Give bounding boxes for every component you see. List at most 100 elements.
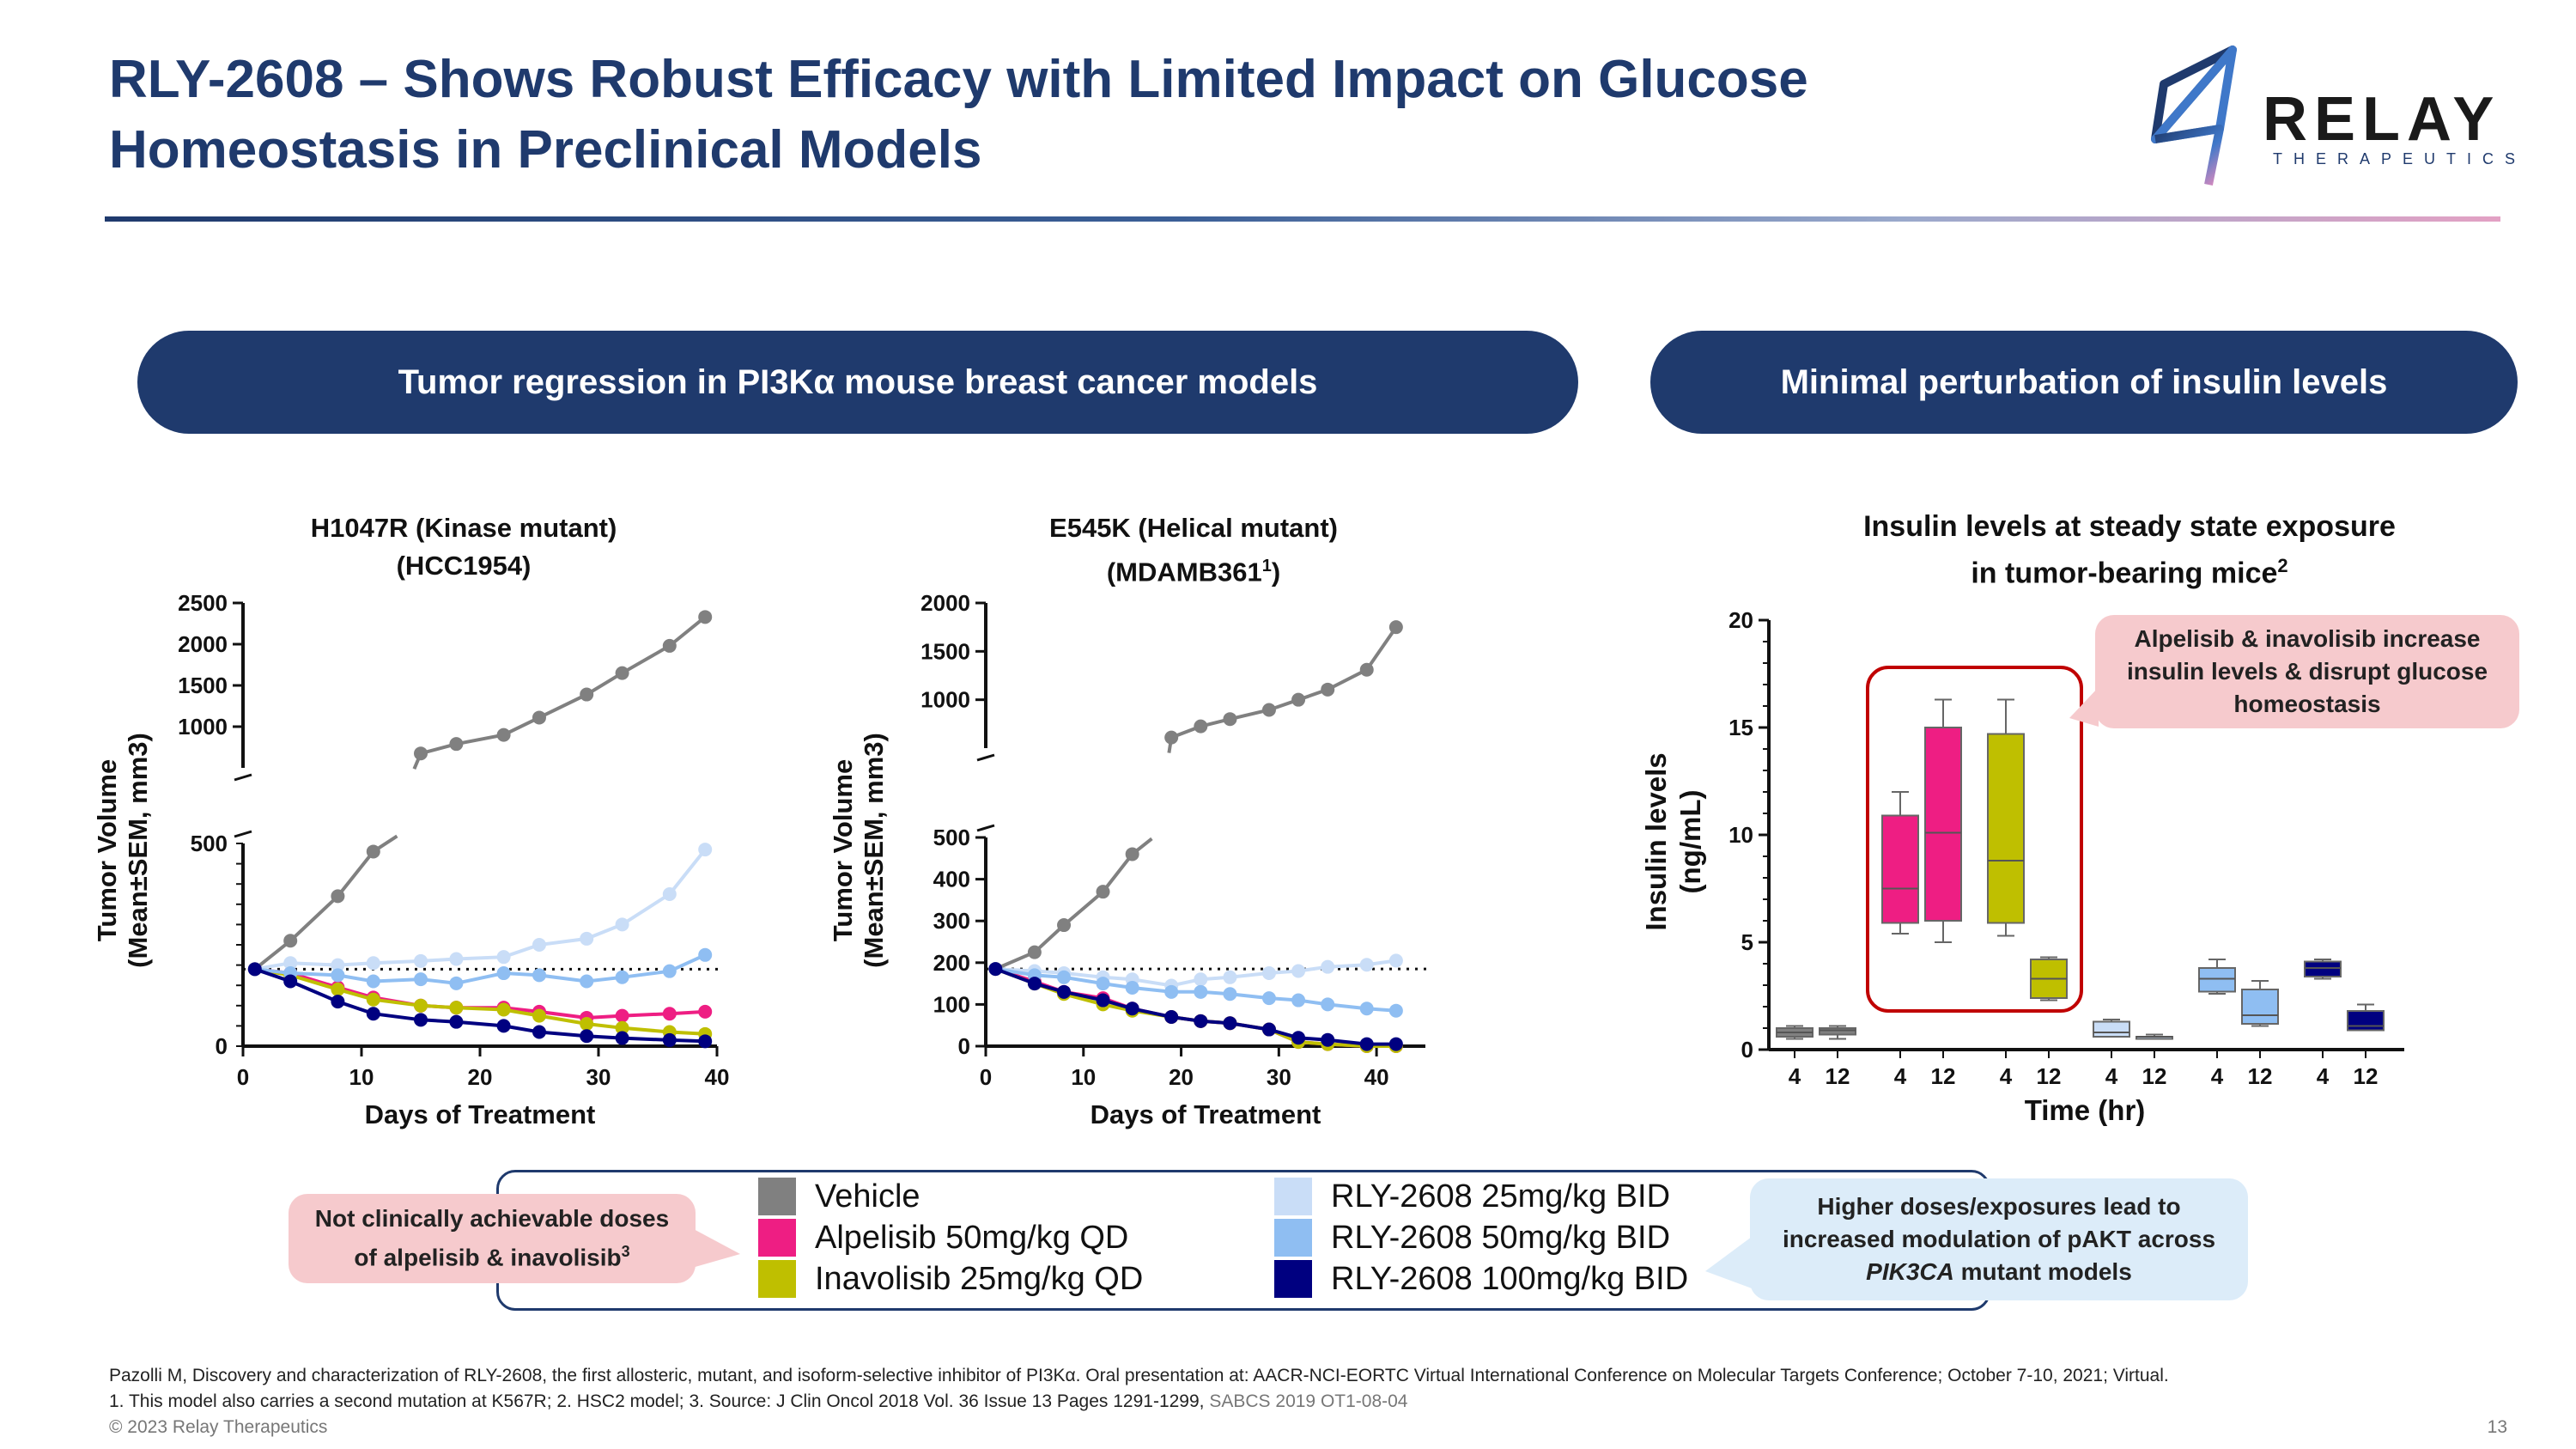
series-point-rly-2608-100mg-kg-bid xyxy=(615,1031,629,1045)
y-axis-label-line2: (Mean±SEM, mm3) xyxy=(859,733,889,968)
y-tick-label: 100 xyxy=(933,991,970,1017)
footnote-sabcs: SABCS 2019 OT1-08-04 xyxy=(1209,1391,1408,1411)
chart1-title: H1047R (Kinase mutant) (HCC1954) xyxy=(240,509,687,585)
series-point-inavolisib-25mg-kg-qd xyxy=(532,1008,546,1023)
series-point-vehicle xyxy=(1057,918,1072,933)
callout-insulin-line2: insulin levels & disrupt glucose xyxy=(2126,658,2488,685)
series-point-rly-2608-100mg-kg-bid xyxy=(1291,1031,1306,1045)
series-point-rly-2608-100mg-kg-bid xyxy=(1096,993,1110,1008)
series-point-vehicle xyxy=(532,710,546,725)
highlight-box xyxy=(1866,666,2083,1013)
callout-pakt-line2: increased modulation of pAKT across xyxy=(1782,1226,2216,1252)
y-axis-break-mark xyxy=(234,830,252,838)
legend-label-rly50: RLY-2608 50mg/kg BID xyxy=(1331,1219,1671,1256)
y-tick-label: 0 xyxy=(958,1033,970,1059)
box-rly-2608-25mg-kg-bid-4h-iqr xyxy=(2093,1020,2130,1038)
x-tick-label: 10 xyxy=(1071,1064,1096,1090)
legend-swatch-rly25 xyxy=(1274,1178,1312,1215)
y-axis-break-mark xyxy=(234,773,252,782)
legend-label-alpelisib: Alpelisib 50mg/kg QD xyxy=(815,1219,1129,1256)
series-point-rly-2608-25mg-kg-bid xyxy=(1321,959,1335,974)
section-tumor-regression-label: Tumor regression in PI3Kα mouse breast c… xyxy=(398,362,1318,401)
y-tick-label: 0 xyxy=(1741,1037,1753,1062)
y-tick-label: 1500 xyxy=(920,638,970,664)
legend-item-inavolisib: Inavolisib 25mg/kg QD xyxy=(758,1260,1143,1298)
x-tick-label: 4 xyxy=(1894,1063,1907,1089)
callout-insulin-pointer-icon xyxy=(2069,687,2099,727)
y-tick-label: 2000 xyxy=(178,631,228,657)
x-tick-label: 40 xyxy=(1364,1064,1389,1090)
x-tick-label: 0 xyxy=(237,1064,249,1090)
callout-pakt: Higher doses/exposures lead to increased… xyxy=(1750,1178,2248,1300)
y-tick-label: 300 xyxy=(933,908,970,934)
y-tick-label: 2500 xyxy=(178,590,228,616)
series-point-rly-2608-50mg-kg-bid xyxy=(1261,991,1276,1006)
x-axis-label: Days of Treatment xyxy=(1091,1099,1321,1129)
series-point-rly-2608-100mg-kg-bid xyxy=(1194,1014,1208,1028)
series-point-rly-2608-100mg-kg-bid xyxy=(1261,1022,1276,1037)
series-point-rly-2608-100mg-kg-bid xyxy=(414,1013,428,1027)
series-point-vehicle xyxy=(414,746,428,761)
series-point-rly-2608-50mg-kg-bid xyxy=(1096,977,1110,991)
y-tick-label: 0 xyxy=(216,1033,228,1059)
title-divider xyxy=(105,216,2500,222)
chart3-title-line1: Insulin levels at steady state exposure xyxy=(1863,510,2396,543)
series-point-rly-2608-50mg-kg-bid xyxy=(1321,997,1335,1012)
y-tick-label: 15 xyxy=(1728,715,1753,740)
series-point-rly-2608-50mg-kg-bid xyxy=(496,966,511,981)
x-tick-label: 30 xyxy=(1267,1064,1291,1090)
series-point-rly-2608-100mg-kg-bid xyxy=(1125,1002,1139,1016)
y-tick-label: 10 xyxy=(1728,822,1753,848)
chart2-title-line1: E545K (Helical mutant) xyxy=(1049,513,1338,543)
series-point-vehicle xyxy=(1291,692,1306,707)
series-point-rly-2608-25mg-kg-bid xyxy=(1291,964,1306,978)
slide-title: RLY-2608 – Shows Robust Efficacy with Li… xyxy=(109,45,2084,186)
section-insulin-levels: Minimal perturbation of insulin levels xyxy=(1650,331,2518,434)
legend-label-inavolisib: Inavolisib 25mg/kg QD xyxy=(815,1260,1144,1297)
series-point-rly-2608-50mg-kg-bid xyxy=(662,964,677,978)
y-tick-label: 500 xyxy=(191,831,228,856)
series-point-rly-2608-50mg-kg-bid xyxy=(331,968,345,983)
x-tick-label: 4 xyxy=(1789,1063,1801,1089)
legend-item-vehicle: Vehicle xyxy=(758,1178,920,1215)
x-axis-label: Time (hr) xyxy=(2025,1094,2146,1126)
chart2-title-line2: (MDAMB3611) xyxy=(1106,557,1281,588)
y-tick-label: 400 xyxy=(933,867,970,892)
callout-doses-line1: Not clinically achievable doses xyxy=(314,1205,670,1233)
legend-swatch-vehicle xyxy=(758,1178,796,1215)
series-point-rly-2608-50mg-kg-bid xyxy=(1194,984,1208,999)
series-point-vehicle xyxy=(1164,730,1179,745)
series-point-inavolisib-25mg-kg-qd xyxy=(496,1002,511,1017)
x-tick-label: 4 xyxy=(2317,1063,2330,1089)
legend-label-rly100: RLY-2608 100mg/kg BID xyxy=(1331,1260,1689,1297)
series-point-vehicle xyxy=(366,844,380,859)
series-point-rly-2608-25mg-kg-bid xyxy=(615,917,629,932)
series-point-rly-2608-100mg-kg-bid xyxy=(449,1014,464,1029)
series-point-vehicle xyxy=(331,889,345,904)
series-point-rly-2608-100mg-kg-bid xyxy=(331,995,345,1009)
series-point-rly-2608-100mg-kg-bid xyxy=(1223,1016,1237,1031)
series-point-vehicle xyxy=(1125,847,1139,861)
series-point-rly-2608-100mg-kg-bid xyxy=(532,1025,546,1039)
y-axis-label-line1: Tumor Volume xyxy=(828,759,858,941)
series-line-rly-2608-25mg-kg-bid xyxy=(254,848,707,971)
page-number: 13 xyxy=(2487,1417,2507,1437)
y-axis-break-mark xyxy=(976,824,995,832)
tumor-volume-chart-e545k: 0 10 20 30 40 1000 1500 2000 0 100 200 300 400 500 Day… xyxy=(828,590,1430,1129)
callout-doses: Not clinically achievable doses of alpel… xyxy=(289,1194,696,1283)
x-axis-label: Days of Treatment xyxy=(365,1099,596,1129)
series-point-rly-2608-25mg-kg-bid xyxy=(662,887,677,901)
series-point-rly-2608-25mg-kg-bid xyxy=(532,938,546,952)
x-tick-label: 0 xyxy=(980,1064,992,1090)
box-vehicle-12h-iqr xyxy=(1819,1027,1856,1036)
series-point-rly-2608-25mg-kg-bid xyxy=(1223,970,1237,984)
series-point-rly-2608-100mg-kg-bid xyxy=(1388,1037,1403,1051)
series-point-rly-2608-50mg-kg-bid xyxy=(1359,1002,1374,1016)
x-tick-label: 20 xyxy=(1169,1064,1194,1090)
series-point-vehicle xyxy=(698,610,713,624)
series-line-vehicle xyxy=(994,626,1398,971)
x-tick-label: 20 xyxy=(468,1064,493,1090)
relay-logo: RELAY THERAPEUTICS xyxy=(2138,43,2516,198)
series-point-vehicle xyxy=(615,666,629,680)
